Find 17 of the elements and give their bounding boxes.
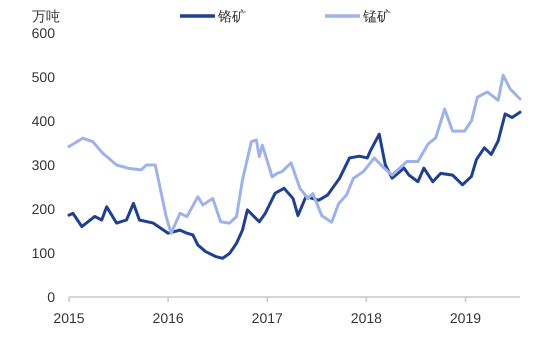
y-tick-label: 100 — [32, 245, 56, 261]
y-axis-title: 万吨 — [32, 8, 60, 24]
x-tick-label: 2018 — [350, 310, 382, 326]
y-tick-label: 400 — [32, 113, 56, 129]
x-tick-label: 2015 — [53, 310, 85, 326]
x-tick-label: 2017 — [252, 310, 284, 326]
x-tick-label: 2016 — [152, 310, 184, 326]
y-tick-label: 600 — [32, 25, 56, 41]
legend-label: 铬矿 — [217, 8, 246, 24]
legend-label: 锰矿 — [362, 8, 391, 24]
y-tick-label: 200 — [32, 201, 56, 217]
y-tick-label: 500 — [32, 69, 56, 85]
line-series — [68, 110, 522, 260]
line-series — [68, 74, 522, 235]
y-tick-label: 0 — [47, 289, 56, 305]
y-tick-label: 300 — [32, 157, 56, 173]
x-tick-label: 2019 — [450, 310, 482, 326]
